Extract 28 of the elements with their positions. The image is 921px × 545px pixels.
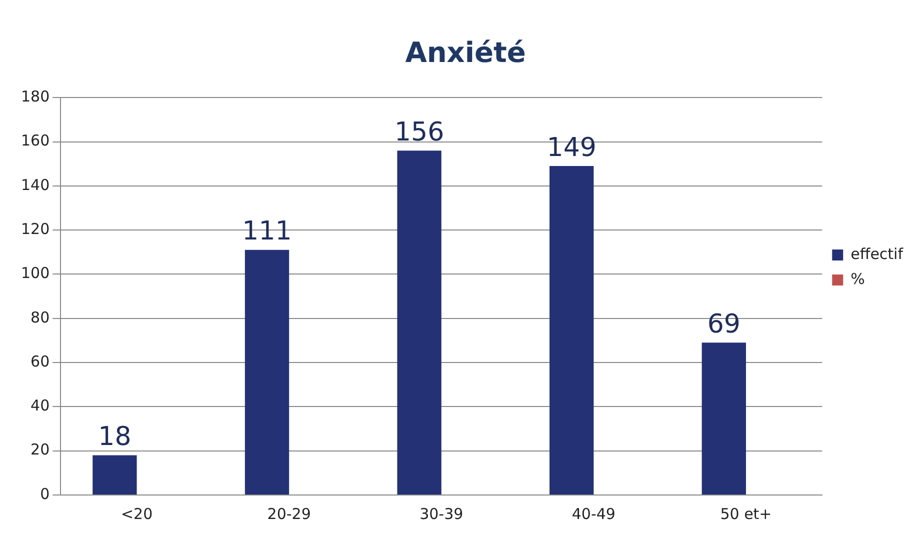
y-tick-label: 80 — [30, 308, 50, 326]
y-tick-label: 60 — [30, 352, 50, 370]
x-tick-label: 20-29 — [267, 504, 311, 523]
bar — [92, 455, 137, 494]
y-tick-label: 140 — [20, 176, 50, 194]
x-tick-label: 50 et+ — [720, 504, 772, 523]
x-tick-label: <20 — [120, 504, 153, 523]
legend-label: effectif — [850, 244, 904, 263]
data-label: 18 — [98, 422, 132, 452]
bar — [550, 166, 594, 494]
y-tick-label: 100 — [20, 264, 50, 282]
y-tick-label: 0 — [40, 484, 50, 503]
y-tick-label: 180 — [20, 87, 50, 106]
chart-title: Anxiété — [405, 36, 526, 70]
x-tick-label: 30-39 — [420, 504, 464, 523]
bar — [244, 250, 290, 494]
x-tick-label: 40-49 — [572, 504, 616, 523]
data-label: 156 — [394, 117, 444, 148]
data-label: 149 — [546, 132, 596, 163]
bar — [397, 150, 442, 494]
legend-label: % — [850, 270, 865, 288]
data-label: 111 — [242, 216, 292, 247]
y-tick-label: 40 — [30, 396, 50, 415]
y-tick-label: 160 — [20, 132, 50, 150]
bar — [702, 342, 746, 494]
data-label: 69 — [707, 309, 740, 340]
y-tick-label: 20 — [30, 440, 50, 459]
y-tick-label: 120 — [20, 220, 50, 238]
